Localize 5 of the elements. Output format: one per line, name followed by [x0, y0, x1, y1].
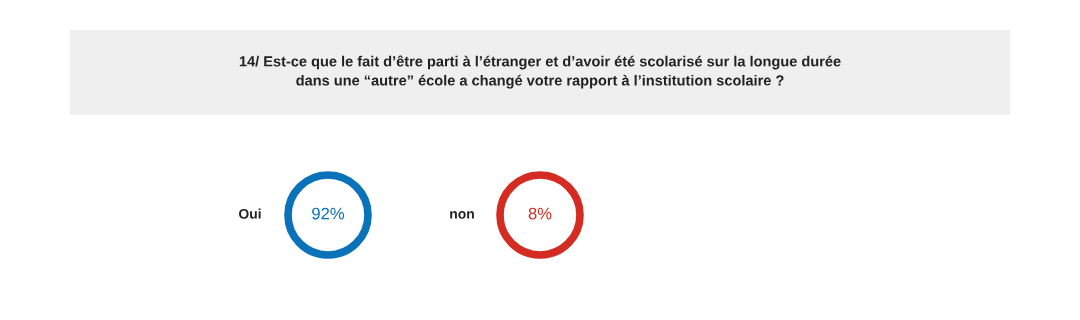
category-label: Oui: [239, 208, 261, 219]
text: 14/ Est-ce que le fait d’être parti à l’étranger et d’avoir été scolarisé sur la longue durée dans une “autre” école a changé votre rapport à l’institution scolaire ?: [239, 55, 841, 89]
category-label: non: [450, 211, 474, 219]
data-label: 92%: [312, 207, 345, 220]
data-label: 8%: [528, 207, 552, 220]
